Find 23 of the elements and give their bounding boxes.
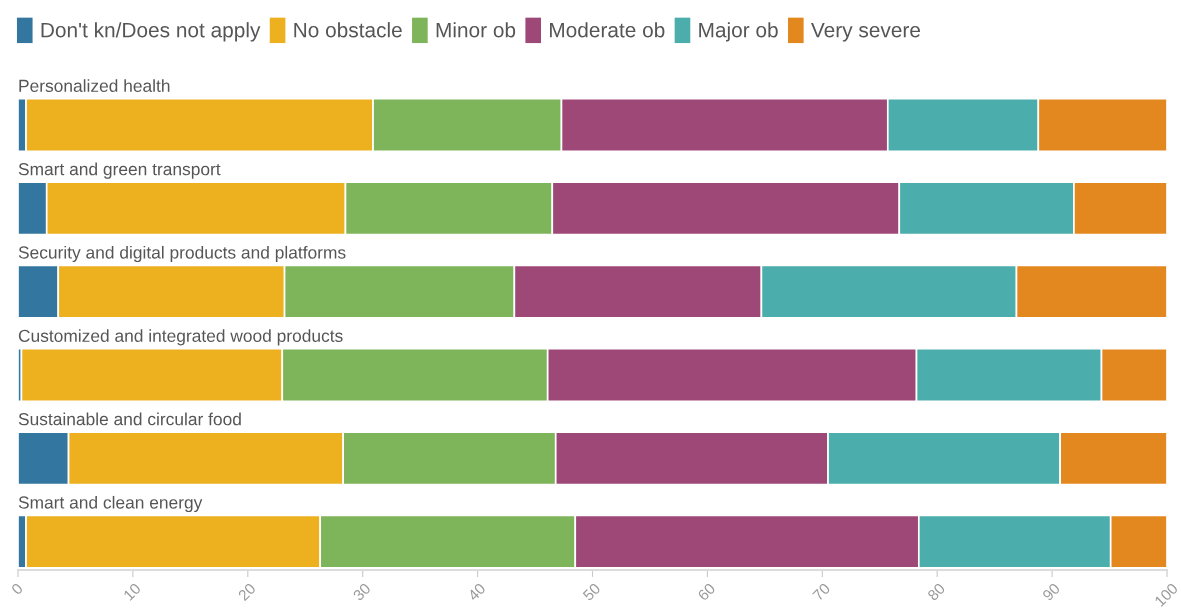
x-tick-label: 80 bbox=[926, 582, 946, 602]
legend-label: Major ob bbox=[699, 22, 778, 42]
y-tick-label: Customized and integrated wood products bbox=[18, 329, 343, 346]
y-tick-label: Security and digital products and platforms bbox=[18, 245, 346, 263]
legend-label: Minor ob bbox=[436, 22, 516, 38]
legend-label: Don't kn/Does not apply bbox=[41, 22, 261, 42]
x-tick-label: 60 bbox=[697, 582, 716, 602]
y-tick-label: Smart and green transport bbox=[18, 162, 221, 179]
x-tick-label: 30 bbox=[352, 582, 372, 602]
legend-label: Very severe bbox=[811, 22, 920, 42]
y-tick-label: Personalized health bbox=[19, 79, 170, 92]
legend-label: Moderate ob bbox=[550, 22, 665, 38]
x-tick-label: 40 bbox=[467, 582, 487, 602]
x-tick-label: 50 bbox=[582, 582, 601, 602]
x-tick-label: 20 bbox=[237, 582, 257, 602]
legend-label: No obstacle bbox=[294, 22, 402, 38]
x-tick-label: 90 bbox=[1041, 582, 1061, 602]
x-tick-label: 10 bbox=[122, 582, 142, 601]
y-tick-label: Sustainable and circular food bbox=[18, 412, 241, 426]
x-tick-label: 70 bbox=[812, 582, 831, 602]
x-tick-label: 100 bbox=[1154, 582, 1179, 607]
y-tick-label: Smart and clean energy bbox=[18, 495, 203, 513]
x-tick-label: 0 bbox=[10, 582, 24, 596]
